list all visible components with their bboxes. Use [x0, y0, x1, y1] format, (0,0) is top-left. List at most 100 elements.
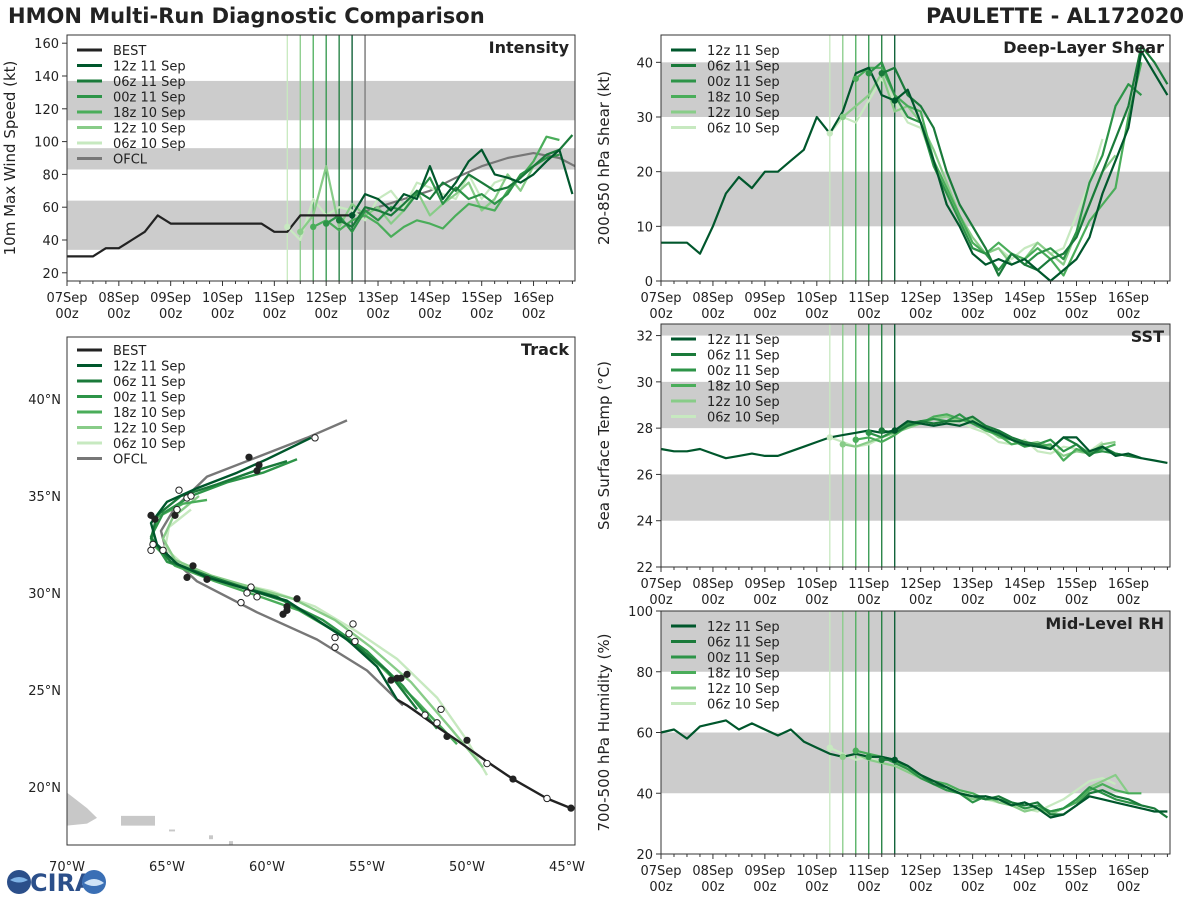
- legend-label: 00z 11 Sep: [707, 364, 780, 379]
- legend-label: 00z 11 Sep: [707, 651, 780, 666]
- y-tick-label: 60: [636, 727, 653, 742]
- x-tick-label: 07Sep: [640, 864, 681, 879]
- x-tick-label: 00z: [649, 880, 673, 895]
- x-tick-label: 11Sep: [848, 291, 889, 306]
- track-position-open: [175, 486, 183, 494]
- lon-label: 65°W: [149, 860, 185, 875]
- y-tick-label: 40: [42, 234, 59, 249]
- page-title: HMON Multi-Run Diagnostic Comparison: [8, 4, 485, 28]
- panel-shear: 01020304007Sep00z08Sep00z09Sep00z10Sep00…: [595, 34, 1171, 322]
- y-tick-label: 80: [42, 168, 59, 183]
- x-tick-label: 11Sep: [848, 577, 889, 592]
- y-tick-label: 30: [636, 376, 653, 391]
- init-marker: [839, 753, 846, 760]
- y-tick-label: 28: [636, 422, 653, 437]
- x-tick-label: 14Sep: [1004, 577, 1045, 592]
- x-tick-label: 00z: [211, 307, 235, 322]
- legend-label: 12z 11 Sep: [113, 360, 186, 375]
- x-tick-label: 00z: [857, 880, 881, 895]
- series-12z-10-sep: [842, 72, 1117, 266]
- series-06z-11-sep: [338, 134, 574, 228]
- init-marker: [891, 427, 898, 434]
- x-tick-label: 10Sep: [796, 864, 837, 879]
- y-tick-label: 26: [636, 468, 653, 483]
- init-marker: [852, 75, 859, 82]
- track-position-open: [243, 589, 251, 597]
- y-tick-label: 80: [636, 666, 653, 681]
- x-tick-label: 10Sep: [202, 291, 243, 306]
- track-position-filled: [293, 595, 301, 603]
- series-12z-11-sep: [660, 719, 1168, 819]
- y-tick-label: 40: [636, 56, 653, 71]
- x-tick-label: 07Sep: [46, 291, 87, 306]
- init-marker: [878, 427, 885, 434]
- map-frame: [66, 336, 576, 846]
- y-tick-label: 140: [34, 70, 59, 85]
- track-position-filled: [255, 461, 263, 469]
- legend-label: 06z 10 Sep: [707, 122, 780, 137]
- y-tick-label: 0: [645, 275, 653, 290]
- series-best: [67, 214, 353, 258]
- x-tick-label: 14Sep: [1004, 291, 1045, 306]
- x-tick-label: 16Sep: [513, 291, 554, 306]
- legend-label: OFCL: [113, 153, 148, 168]
- legend-label: 06z 10 Sep: [707, 411, 780, 426]
- x-tick-label: 00z: [107, 307, 131, 322]
- threshold-band: [661, 611, 1170, 672]
- x-tick-label: 11Sep: [848, 864, 889, 879]
- init-marker: [839, 113, 846, 121]
- legend-label: 00z 11 Sep: [113, 91, 186, 106]
- threshold-band: [661, 324, 1170, 336]
- x-tick-label: 00z: [753, 593, 777, 608]
- track-position-filled: [147, 511, 155, 519]
- x-tick-label: 09Sep: [744, 291, 785, 306]
- legend-label: 06z 11 Sep: [707, 349, 780, 364]
- track-position-open: [351, 637, 359, 646]
- island: [229, 841, 233, 845]
- lon-label: 60°W: [249, 860, 285, 875]
- init-marker: [891, 756, 898, 764]
- x-tick-label: 00z: [366, 307, 390, 322]
- init-marker: [348, 212, 356, 219]
- x-tick-label: 11Sep: [254, 291, 295, 306]
- lon-label: 50°W: [449, 860, 485, 875]
- track-position-open: [187, 492, 195, 500]
- x-tick-label: 08Sep: [692, 291, 733, 306]
- track-position-open: [311, 434, 319, 442]
- legend-label: OFCL: [113, 453, 148, 468]
- legend-label: 18z 10 Sep: [707, 91, 780, 106]
- island: [209, 835, 213, 840]
- legend-label: 00z 11 Sep: [113, 391, 186, 406]
- legend-label: 12z 11 Sep: [113, 60, 186, 75]
- x-tick-label: 00z: [418, 307, 442, 322]
- x-tick-label: 07Sep: [640, 291, 681, 306]
- legend-label: 06z 11 Sep: [113, 375, 186, 390]
- panel-title: Track: [521, 340, 569, 359]
- x-tick-label: 00z: [701, 593, 725, 608]
- init-marker: [826, 130, 834, 137]
- x-tick-label: 00z: [805, 593, 829, 608]
- track-position-open: [433, 719, 441, 727]
- x-tick-label: 16Sep: [1108, 864, 1149, 879]
- legend-label: 12z 10 Sep: [707, 106, 780, 121]
- init-marker: [865, 753, 872, 760]
- legend-label: 06z 11 Sep: [707, 636, 780, 651]
- x-tick-label: 00z: [1065, 307, 1089, 322]
- x-tick-label: 00z: [1117, 880, 1141, 895]
- y-tick-label: 60: [42, 201, 59, 216]
- init-marker: [826, 744, 834, 751]
- track-position-open: [331, 633, 339, 642]
- track-best: [396, 698, 572, 810]
- x-tick-label: 12Sep: [306, 291, 347, 306]
- series-00z-11-sep: [868, 755, 1142, 813]
- track-position-filled: [189, 562, 197, 570]
- series-06z-11-sep: [881, 758, 1169, 819]
- threshold-band: [661, 381, 1170, 429]
- track-position-open: [159, 546, 167, 554]
- threshold-band: [661, 474, 1170, 521]
- panel-title: Intensity: [489, 38, 570, 57]
- init-marker: [322, 220, 330, 227]
- track-position-open: [421, 711, 429, 719]
- panel-intensity: 2040608010012014016007Sep00z08Sep00z09Se…: [1, 34, 576, 322]
